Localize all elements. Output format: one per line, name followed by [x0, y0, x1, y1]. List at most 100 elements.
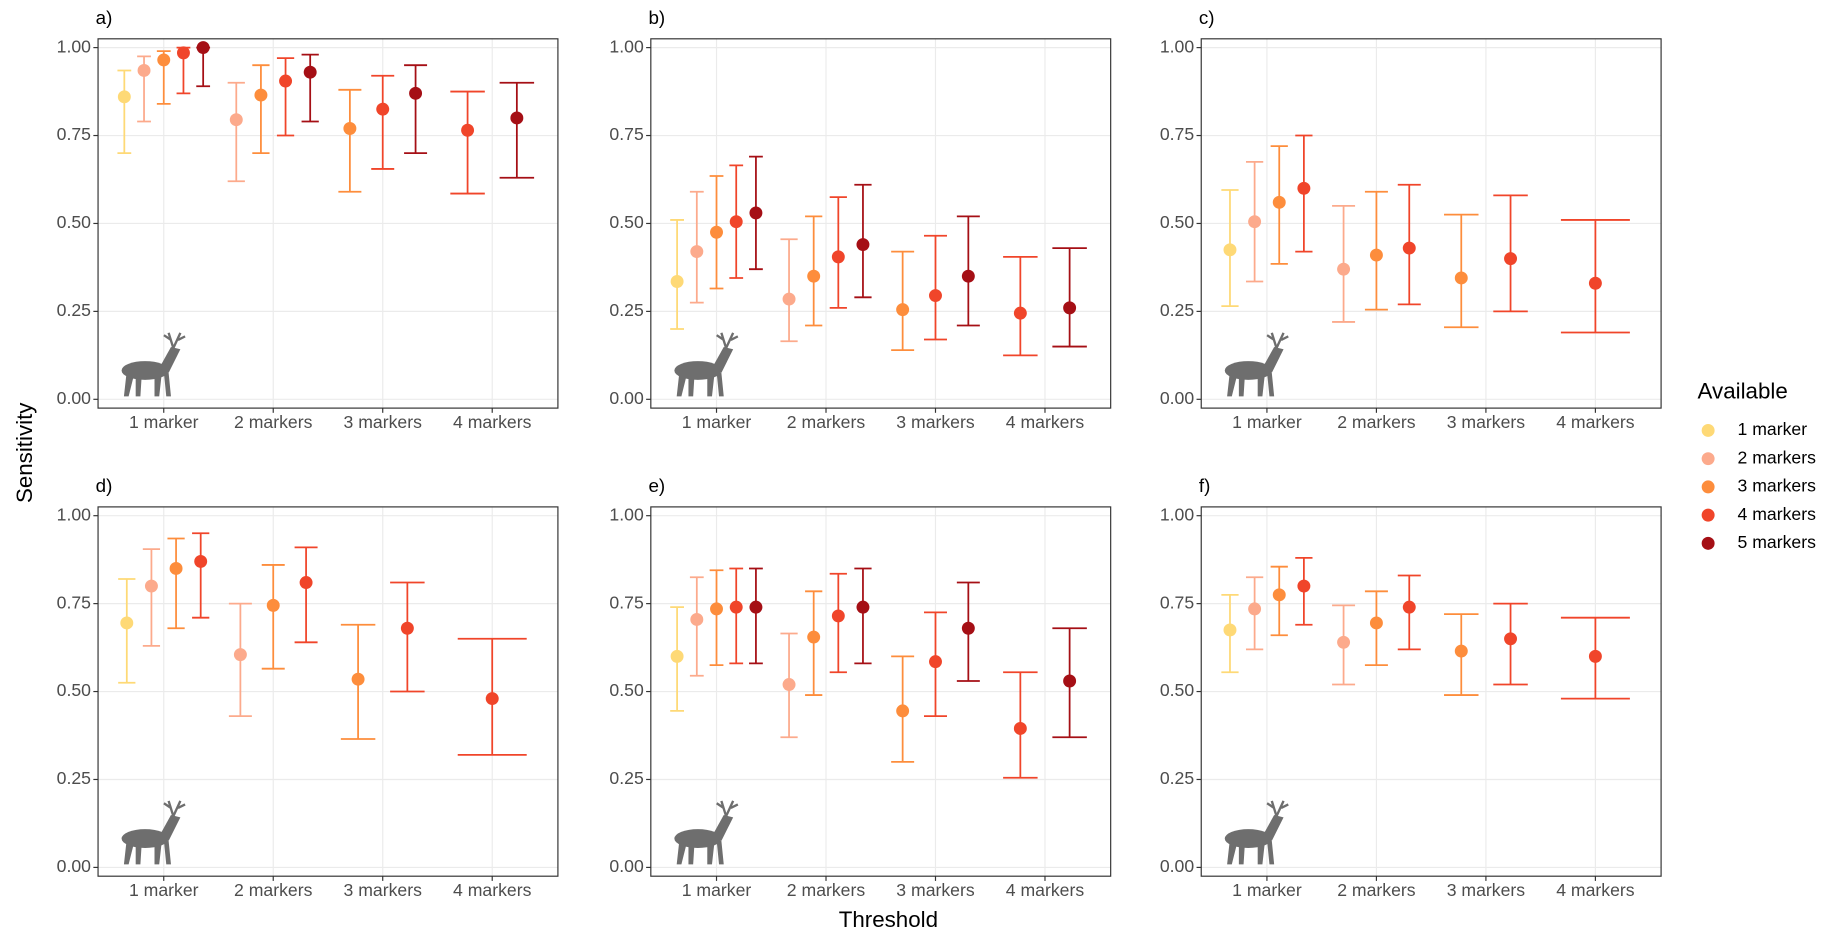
point	[1297, 579, 1311, 593]
y-tick-label: 0.25	[609, 300, 644, 320]
animal-neck	[1262, 346, 1284, 373]
error-bar	[227, 81, 245, 183]
panel-label: e)	[648, 475, 665, 496]
x-tick-label: 1 marker	[682, 412, 752, 432]
point	[961, 621, 975, 635]
error-bar	[192, 532, 210, 619]
animal-body	[674, 361, 722, 380]
y-tick-label: 0.50	[1160, 680, 1195, 700]
error-bar	[261, 564, 285, 670]
point	[117, 90, 131, 104]
error-bar	[1560, 219, 1630, 334]
point	[896, 303, 910, 317]
legend-swatch	[1701, 536, 1715, 550]
x-tick-label: 2 markers	[234, 412, 313, 432]
legend-label: 3 markers	[1738, 476, 1817, 496]
point	[461, 123, 475, 137]
y-tick-label: 0.25	[57, 300, 92, 320]
animal-antlers	[163, 332, 186, 349]
panel-border	[650, 38, 1112, 409]
legend-label: 5 markers	[1738, 532, 1817, 552]
point	[1248, 215, 1262, 229]
animal-legs	[123, 372, 171, 397]
y-tick-label: 0.75	[57, 592, 92, 612]
error-bar	[450, 90, 485, 195]
y-tick-label: 0.00	[609, 388, 644, 408]
x-tick-label: 4 markers	[1556, 880, 1635, 900]
point	[266, 598, 280, 612]
error-bar	[404, 64, 428, 154]
point	[670, 649, 684, 663]
legend-swatch	[1701, 423, 1715, 437]
panel-label: c)	[1199, 7, 1215, 28]
x-tick-label: 2 markers	[787, 880, 866, 900]
point	[351, 672, 365, 686]
point	[510, 111, 524, 125]
animal-body	[1224, 361, 1272, 380]
error-bar	[670, 219, 684, 330]
error-bar	[923, 234, 947, 341]
animal-neck	[711, 346, 734, 373]
x-tick-label: 3 markers	[1447, 880, 1526, 900]
animal-silhouette	[1224, 332, 1289, 397]
point	[254, 88, 268, 102]
error-bar	[167, 537, 185, 630]
error-bar	[117, 69, 132, 154]
y-tick-label: 0.50	[57, 212, 92, 232]
error-bar	[142, 548, 161, 647]
x-tick-label: 3 markers	[344, 412, 423, 432]
point	[485, 692, 499, 706]
x-tick-label: 4 markers	[453, 880, 532, 900]
error-bar	[390, 581, 425, 693]
point	[169, 561, 183, 575]
x-tick-label: 3 markers	[896, 412, 975, 432]
y-tick-label: 0.00	[57, 856, 92, 876]
error-bar	[371, 74, 395, 170]
point	[409, 86, 423, 100]
point	[1402, 600, 1416, 614]
point	[1369, 616, 1383, 630]
legend-swatch	[1701, 480, 1715, 494]
y-tick-label: 0.75	[57, 124, 92, 144]
point	[229, 113, 243, 127]
point	[1504, 632, 1518, 646]
y-tick-label: 0.25	[57, 768, 92, 788]
panel-label: a)	[96, 7, 113, 28]
x-tick-label: 1 marker	[129, 880, 199, 900]
point	[176, 46, 190, 60]
x-tick-label: 2 markers	[1337, 412, 1416, 432]
error-bar	[294, 546, 318, 644]
animal-legs	[1227, 372, 1275, 397]
animal-antlers	[716, 800, 739, 817]
point	[807, 630, 821, 644]
panel-label: d)	[96, 475, 113, 496]
x-tick-label: 3 markers	[1447, 412, 1526, 432]
point	[831, 609, 845, 623]
panel-border	[1200, 506, 1662, 877]
legend-title: Available	[1698, 379, 1788, 404]
legend-swatch	[1701, 452, 1715, 466]
point	[831, 250, 845, 264]
point	[1272, 195, 1286, 209]
y-tick-label: 1.00	[609, 36, 644, 56]
point	[1337, 635, 1351, 649]
animal-silhouette	[121, 800, 186, 865]
panel-border	[650, 506, 1112, 877]
error-bar	[709, 569, 724, 667]
point	[194, 554, 208, 568]
y-tick-label: 1.00	[57, 504, 92, 524]
point	[1223, 623, 1237, 637]
point	[376, 102, 390, 116]
point	[856, 238, 870, 252]
point	[749, 206, 763, 220]
point	[729, 215, 743, 229]
error-bar	[891, 250, 915, 351]
point	[120, 616, 134, 630]
point	[1063, 301, 1077, 315]
legend-label: 1 marker	[1738, 419, 1808, 439]
y-tick-label: 0.25	[609, 768, 644, 788]
animal-silhouette	[121, 332, 186, 397]
error-bar	[338, 88, 362, 193]
error-bar	[499, 81, 535, 179]
